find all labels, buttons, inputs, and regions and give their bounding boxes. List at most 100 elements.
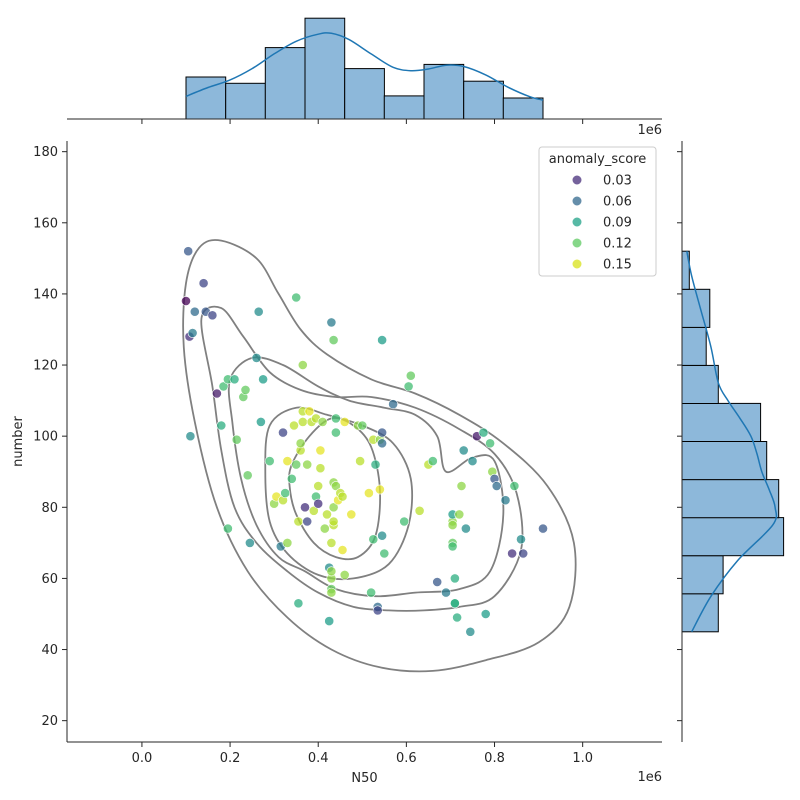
legend-marker	[571, 216, 583, 228]
scatter-point	[328, 335, 339, 345]
marginal-x-bar	[264, 47, 306, 120]
scatter-point	[255, 416, 266, 427]
scatter-point	[368, 534, 379, 545]
x-tick-label: 0.2	[220, 751, 241, 766]
scatter-point	[441, 587, 451, 598]
y-tick-label: 160	[33, 216, 58, 231]
scatter-point	[447, 520, 458, 530]
x-tick-label: 1.0	[572, 751, 593, 766]
scatter-point	[297, 416, 308, 427]
legend: anomaly_score 0.03 0.06 0.09 0.12 0.15	[538, 146, 657, 277]
scatter-point	[454, 509, 465, 520]
scatter-point	[452, 612, 462, 623]
joint-axes: 0.0 0.2 0.4 0.6 0.8 1.0 20 40 60 80 100 120 140 160 1…	[11, 141, 662, 786]
kde-contour-4	[264, 406, 414, 581]
marginal-x-bar	[383, 95, 425, 120]
scatter-point	[388, 399, 398, 410]
scatter-point	[297, 360, 308, 370]
scatter-point	[346, 509, 357, 520]
legend-entry-label: 0.12	[603, 237, 632, 252]
scatter-point	[322, 509, 332, 520]
scatter-point	[304, 406, 315, 417]
scatter-point	[293, 516, 304, 527]
scatter-point	[286, 473, 297, 484]
scatter-point	[282, 538, 293, 548]
kde-contour-2	[200, 305, 524, 612]
y-tick-label: 100	[33, 430, 58, 445]
marginal-x-bar	[344, 68, 385, 120]
scatter-point	[240, 384, 251, 395]
marginal-x-kde-line	[185, 32, 544, 101]
x-axis-offset-label: 1e6	[637, 770, 662, 785]
scatter-point	[330, 413, 341, 424]
scatter-point	[282, 456, 293, 466]
scatter-point	[181, 296, 191, 306]
scatter-point	[328, 516, 339, 527]
scatter-point	[244, 538, 255, 548]
scatter-point	[211, 388, 222, 399]
scatter-point	[242, 470, 253, 481]
y-ticks: 20 40 60 80 100 120 140 160 180	[33, 145, 67, 729]
scatter-points	[181, 246, 548, 637]
legend-marker	[571, 258, 583, 270]
marginal-y-bar	[681, 402, 762, 442]
marginal-y-bar	[681, 479, 780, 519]
scatter-point	[207, 310, 218, 321]
kde-contour-3	[227, 356, 505, 598]
scatter-point	[372, 605, 383, 616]
y-tick-label: 120	[33, 359, 58, 374]
scatter-point	[324, 616, 335, 626]
scatter-point	[377, 438, 387, 449]
scatter-point	[280, 488, 291, 498]
scatter-point	[313, 481, 324, 491]
scatter-point	[377, 427, 387, 438]
scatter-point	[432, 577, 443, 587]
x-tick-label: 0.4	[308, 751, 329, 766]
scatter-point	[370, 459, 381, 470]
scatter-point	[216, 420, 227, 431]
legend-marker	[571, 195, 583, 207]
scatter-point	[339, 570, 350, 580]
scatter-point	[229, 374, 240, 385]
legend-entry-label: 0.03	[603, 174, 632, 189]
marginal-y-bar	[681, 326, 707, 366]
marginal-y-histogram	[677, 141, 785, 742]
scatter-point	[300, 502, 310, 513]
scatter-point	[449, 598, 460, 609]
scatter-point	[330, 481, 341, 491]
x-tick-label: 0.0	[132, 751, 153, 766]
legend-entry-label: 0.09	[603, 216, 632, 231]
marginal-x-bar	[423, 63, 465, 120]
x-ticks: 0.0 0.2 0.4 0.6 0.8 1.0	[132, 742, 593, 766]
marginal-y-bar	[681, 517, 785, 557]
scatter-point	[295, 438, 306, 449]
marginal-y-bar	[681, 441, 768, 481]
y-tick-label: 180	[33, 145, 58, 160]
x-tick-label: 0.6	[396, 751, 417, 766]
scatter-point	[315, 445, 326, 456]
scatter-point	[357, 420, 368, 431]
scatter-point	[315, 463, 326, 474]
scatter-point	[189, 306, 200, 317]
marginal-x-bar	[225, 82, 266, 120]
x-tick-label: 0.8	[484, 751, 505, 766]
marginal-y-kde-line	[686, 251, 778, 633]
y-tick-label: 20	[41, 714, 58, 729]
scatter-point	[467, 456, 478, 466]
scatter-point	[326, 317, 337, 328]
scatter-point	[379, 548, 390, 559]
scatter-point	[339, 416, 350, 427]
y-axis-label: number	[11, 415, 26, 466]
scatter-point	[291, 459, 302, 470]
scatter-point	[313, 498, 324, 509]
marginal-x-histogram: 1e6	[67, 17, 662, 138]
scatter-point	[456, 481, 467, 491]
scatter-point	[491, 481, 502, 491]
scatter-point	[326, 538, 337, 548]
scatter-point	[403, 381, 414, 392]
scatter-point	[516, 534, 526, 545]
scatter-point	[405, 370, 416, 381]
marginal-x-bar	[502, 97, 544, 120]
scatter-point	[302, 459, 313, 470]
